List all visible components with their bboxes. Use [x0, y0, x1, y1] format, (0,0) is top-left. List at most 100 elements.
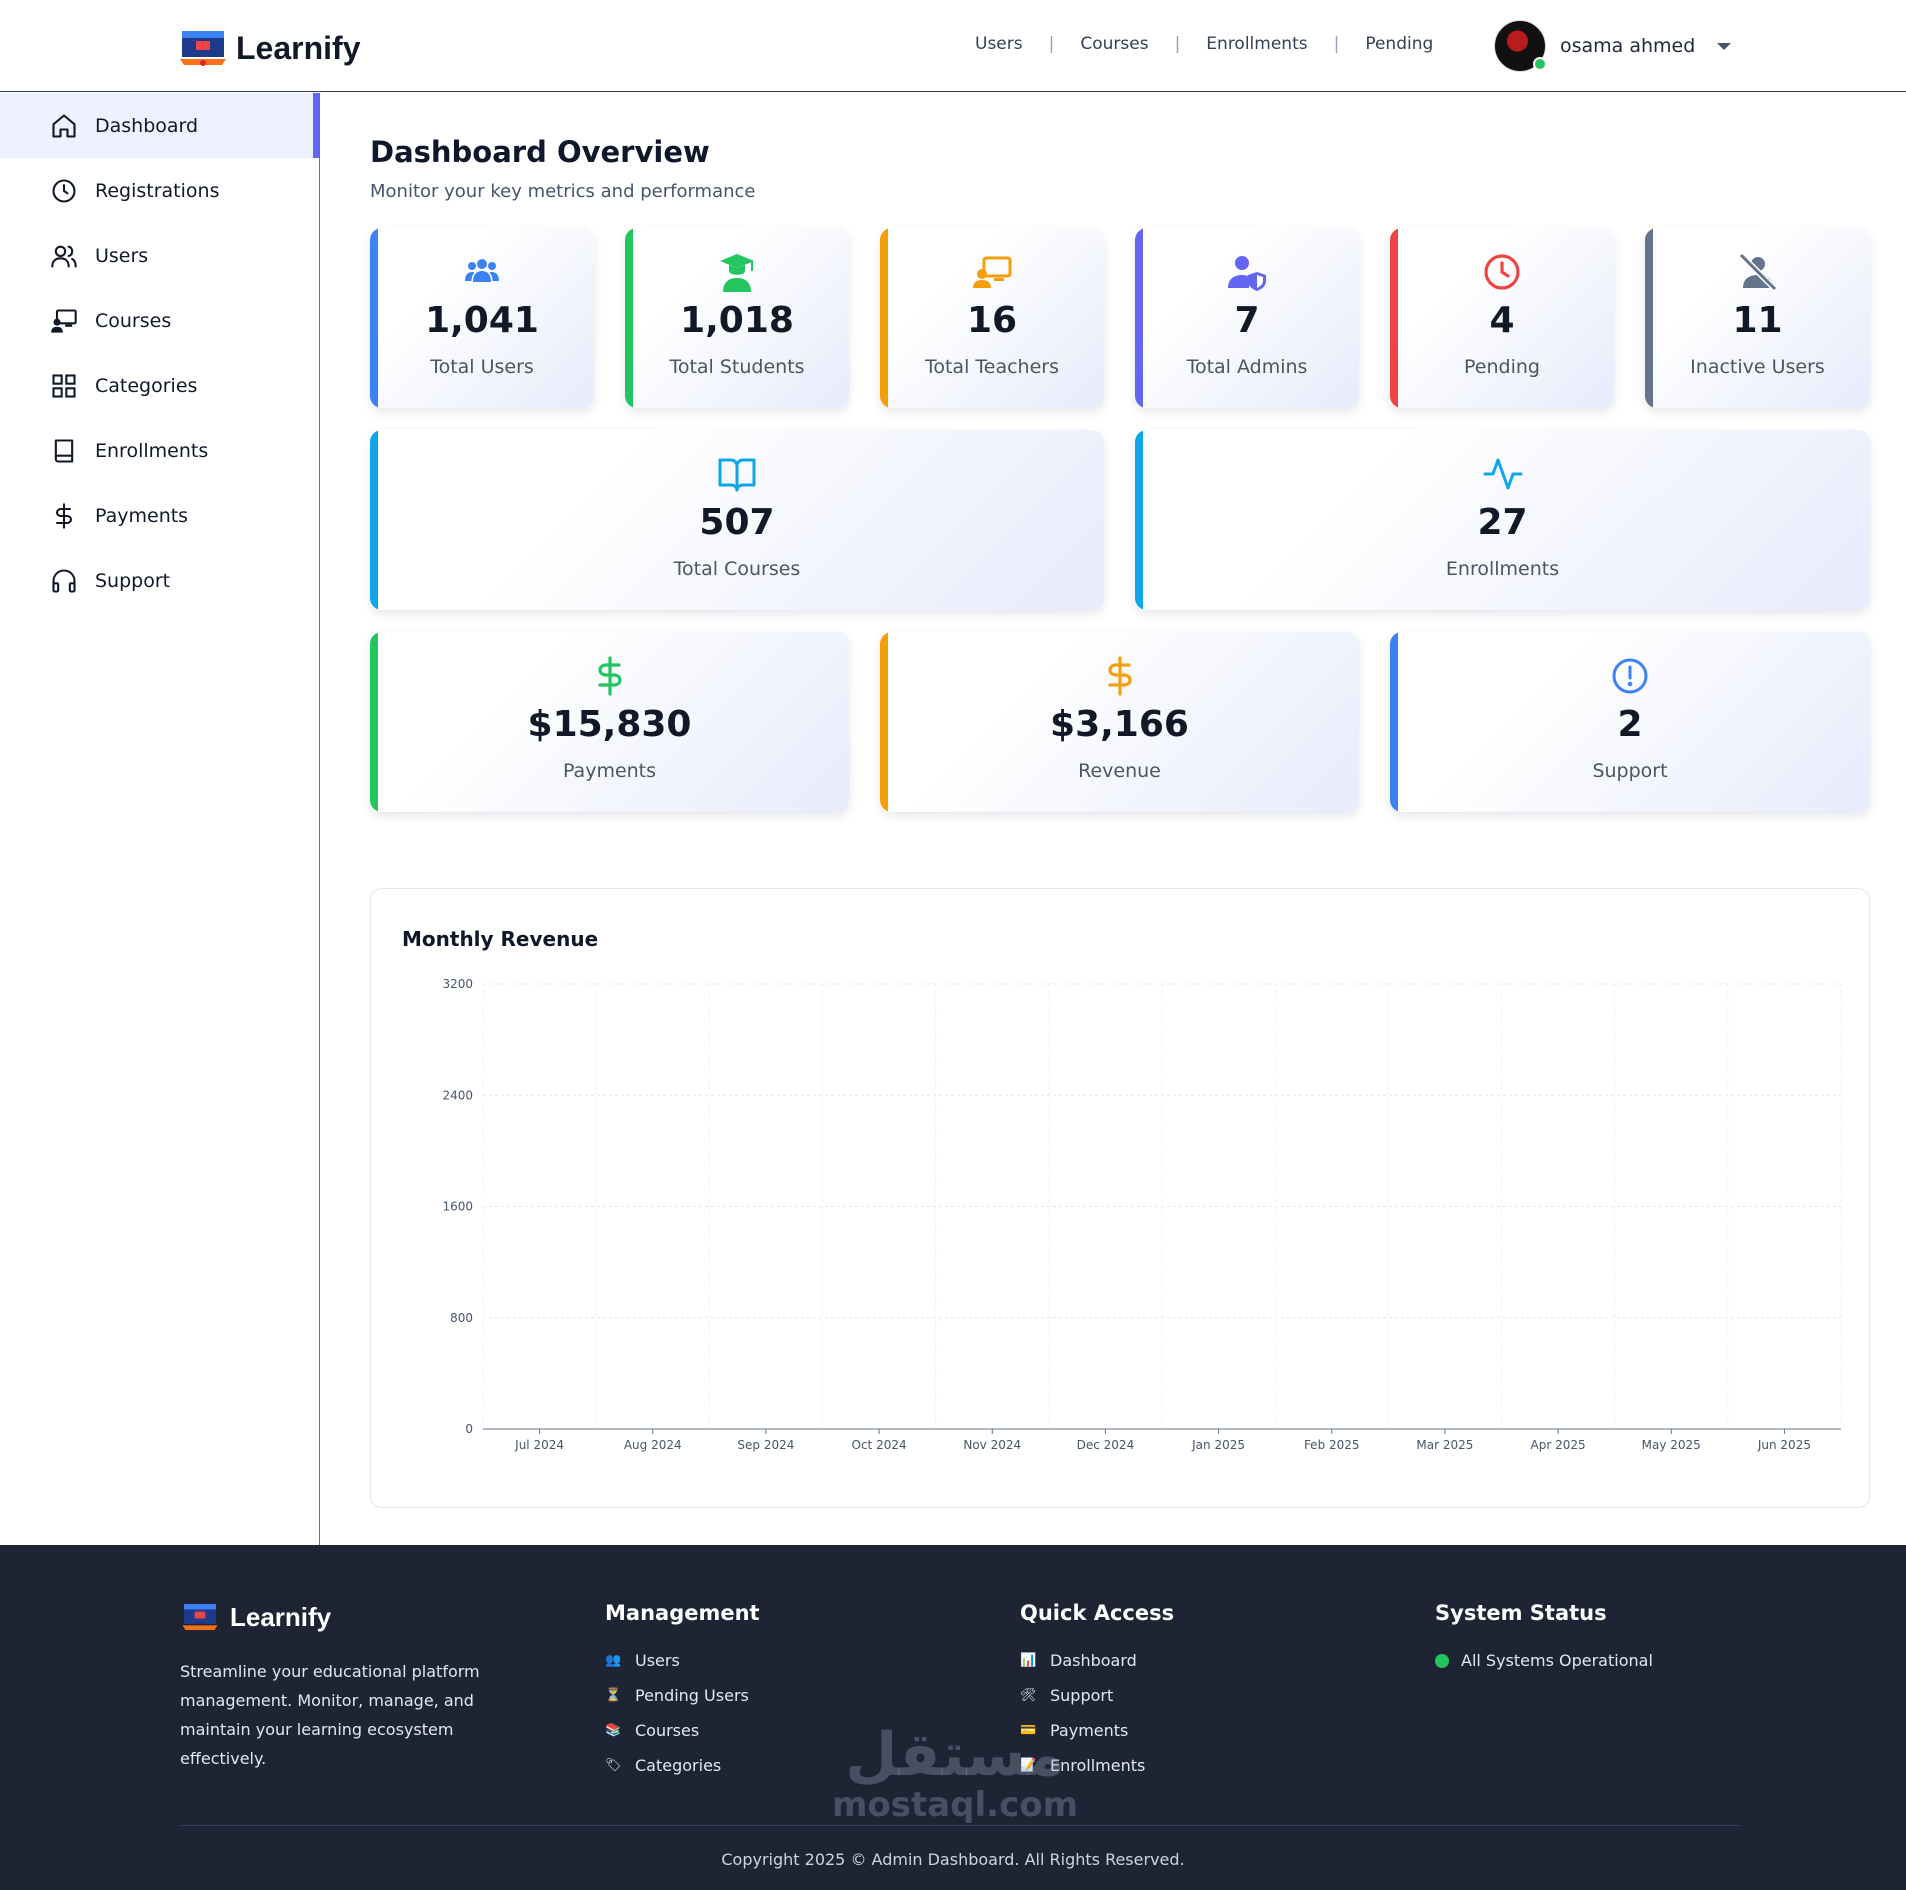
stat-label: Total Admins: [1186, 356, 1308, 378]
watermark: مستقل mostaql.com: [830, 1725, 1080, 1825]
topnav-pending-link[interactable]: Pending: [1365, 34, 1434, 54]
stat-card-payments[interactable]: $15,830 Payments: [370, 632, 849, 812]
online-status-dot: [1533, 57, 1547, 71]
x-tick-label: Dec 2024: [1077, 1438, 1135, 1452]
sidebar-item-label: Registrations: [95, 179, 220, 202]
y-tick-label: 800: [450, 1311, 473, 1325]
home-icon: [50, 112, 78, 140]
card-accent: [1135, 430, 1143, 610]
user-menu[interactable]: osama ahmed: [1494, 20, 1732, 72]
card-accent: [1135, 228, 1143, 408]
sidebar-item-payments[interactable]: Payments: [0, 483, 319, 548]
footer-link-pending-users[interactable]: ⏳ Pending Users: [605, 1678, 760, 1713]
top-nav: Users | Courses | Enrollments | Pending: [975, 34, 1433, 54]
clock-icon: [1390, 252, 1614, 292]
sidebar-item-label: Enrollments: [95, 439, 209, 462]
stat-label: Support: [1592, 760, 1668, 782]
nav-separator: |: [1048, 34, 1055, 54]
footer-link-label: Enrollments: [1050, 1756, 1146, 1775]
sidebar-item-label: Categories: [95, 374, 198, 397]
stat-label: Enrollments: [1445, 558, 1560, 580]
brand[interactable]: Learnify: [178, 26, 360, 70]
card-accent: [1645, 228, 1653, 408]
monthly-revenue-chart-card: Monthly Revenue 0 800 1600 2400 3200 Jul 2024…: [370, 888, 1870, 1508]
topnav-users-link[interactable]: Users: [975, 34, 1023, 54]
footer-management: Management 👥 Users ⏳ Pending Users 📚 Course…: [605, 1601, 760, 1783]
watermark-arabic: مستقل: [845, 1720, 1065, 1790]
bar-chart-icon: 📊: [1020, 1653, 1037, 1668]
stat-label: Total Teachers: [924, 356, 1059, 378]
stat-card-total-courses[interactable]: 507 Total Courses: [370, 430, 1104, 610]
brand-name: Learnify: [236, 29, 361, 66]
chart-title: Monthly Revenue: [402, 927, 599, 951]
footer-link-label: Categories: [635, 1756, 722, 1775]
dollar-icon: [880, 656, 1359, 696]
topnav-enrollments-link[interactable]: Enrollments: [1206, 34, 1308, 54]
stat-value: 2: [1617, 704, 1643, 745]
stat-card-pending[interactable]: 4 Pending: [1390, 228, 1614, 408]
stat-card-enrollments[interactable]: 27 Enrollments: [1135, 430, 1870, 610]
sidebar-item-registrations[interactable]: Registrations: [0, 158, 319, 223]
page-subtitle: Monitor your key metrics and performance: [370, 181, 756, 202]
footer-link-enrollments[interactable]: 📝 Enrollments: [1020, 1748, 1174, 1783]
footer-link-dashboard[interactable]: 📊 Dashboard: [1020, 1643, 1174, 1678]
sidebar-item-courses[interactable]: Courses: [0, 288, 319, 353]
sidebar-item-label: Support: [95, 569, 171, 592]
nav-separator: |: [1333, 34, 1340, 54]
brand-logo-icon: [178, 27, 228, 69]
card-accent: [625, 228, 633, 408]
stat-card-support[interactable]: 2 Support: [1390, 632, 1870, 812]
users-icon: 👥: [605, 1653, 622, 1668]
avatar[interactable]: [1494, 20, 1547, 72]
stat-value: 7: [1234, 300, 1260, 341]
footer-link-courses[interactable]: 📚 Courses: [605, 1713, 760, 1748]
sidebar-item-categories[interactable]: Categories: [0, 353, 319, 418]
stat-card-total-teachers[interactable]: 16 Total Teachers: [880, 228, 1104, 408]
hourglass-icon: ⏳: [605, 1688, 622, 1703]
stat-label: Total Users: [430, 356, 534, 378]
chevron-down-icon[interactable]: [1717, 42, 1732, 50]
footer-divider: [180, 1825, 1740, 1826]
stat-card-total-admins[interactable]: 7 Total Admins: [1135, 228, 1359, 408]
book-icon: [50, 437, 78, 465]
footer-link-payments[interactable]: 💳 Payments: [1020, 1713, 1174, 1748]
stat-label: Total Courses: [673, 558, 801, 580]
x-tick-label: Apr 2025: [1531, 1438, 1586, 1452]
footer-link-support[interactable]: 🛠 Support: [1020, 1678, 1174, 1713]
memo-icon: 📝: [1020, 1758, 1037, 1773]
footer-quick-access: Quick Access 📊 Dashboard 🛠 Support 💳 Paymen…: [1020, 1601, 1174, 1783]
x-tick-label: Aug 2024: [624, 1438, 682, 1452]
stat-label: Inactive Users: [1690, 356, 1825, 378]
footer-link-label: Pending Users: [635, 1686, 749, 1705]
x-tick-label: May 2025: [1642, 1438, 1701, 1452]
y-tick-label: 1600: [442, 1200, 473, 1214]
sidebar-item-dashboard[interactable]: Dashboard: [0, 93, 319, 158]
card-accent: [370, 430, 378, 610]
users-icon: [50, 242, 78, 270]
stat-card-total-users[interactable]: 1,041 Total Users: [370, 228, 594, 408]
footer-link-label: Users: [635, 1651, 680, 1670]
stat-card-revenue[interactable]: $3,166 Revenue: [880, 632, 1359, 812]
x-tick-label: Jun 2025: [1757, 1438, 1811, 1452]
topnav-courses-link[interactable]: Courses: [1080, 34, 1149, 54]
tools-icon: 🛠: [1020, 1688, 1037, 1703]
graduate-icon: [625, 252, 849, 292]
grid-icon: [50, 372, 78, 400]
footer-link-users[interactable]: 👥 Users: [605, 1643, 760, 1678]
footer-brand[interactable]: Learnify: [180, 1601, 331, 1633]
y-tick-label: 0: [465, 1422, 473, 1436]
sidebar-item-label: Payments: [95, 504, 189, 527]
sidebar-item-enrollments[interactable]: Enrollments: [0, 418, 319, 483]
stat-label: Revenue: [1078, 760, 1161, 782]
stat-card-total-students[interactable]: 1,018 Total Students: [625, 228, 849, 408]
stat-card-inactive-users[interactable]: 11 Inactive Users: [1645, 228, 1870, 408]
footer-link-categories[interactable]: 🏷 Categories: [605, 1748, 760, 1783]
stat-value: 16: [966, 300, 1018, 341]
sidebar-item-users[interactable]: Users: [0, 223, 319, 288]
footer-link-label: Courses: [635, 1721, 700, 1740]
footer-link-label: Support: [1050, 1686, 1114, 1705]
alert-circle-icon: [1390, 656, 1870, 696]
books-icon: 📚: [605, 1723, 622, 1738]
sidebar-item-support[interactable]: Support: [0, 548, 319, 613]
stat-value: 27: [1477, 502, 1528, 543]
